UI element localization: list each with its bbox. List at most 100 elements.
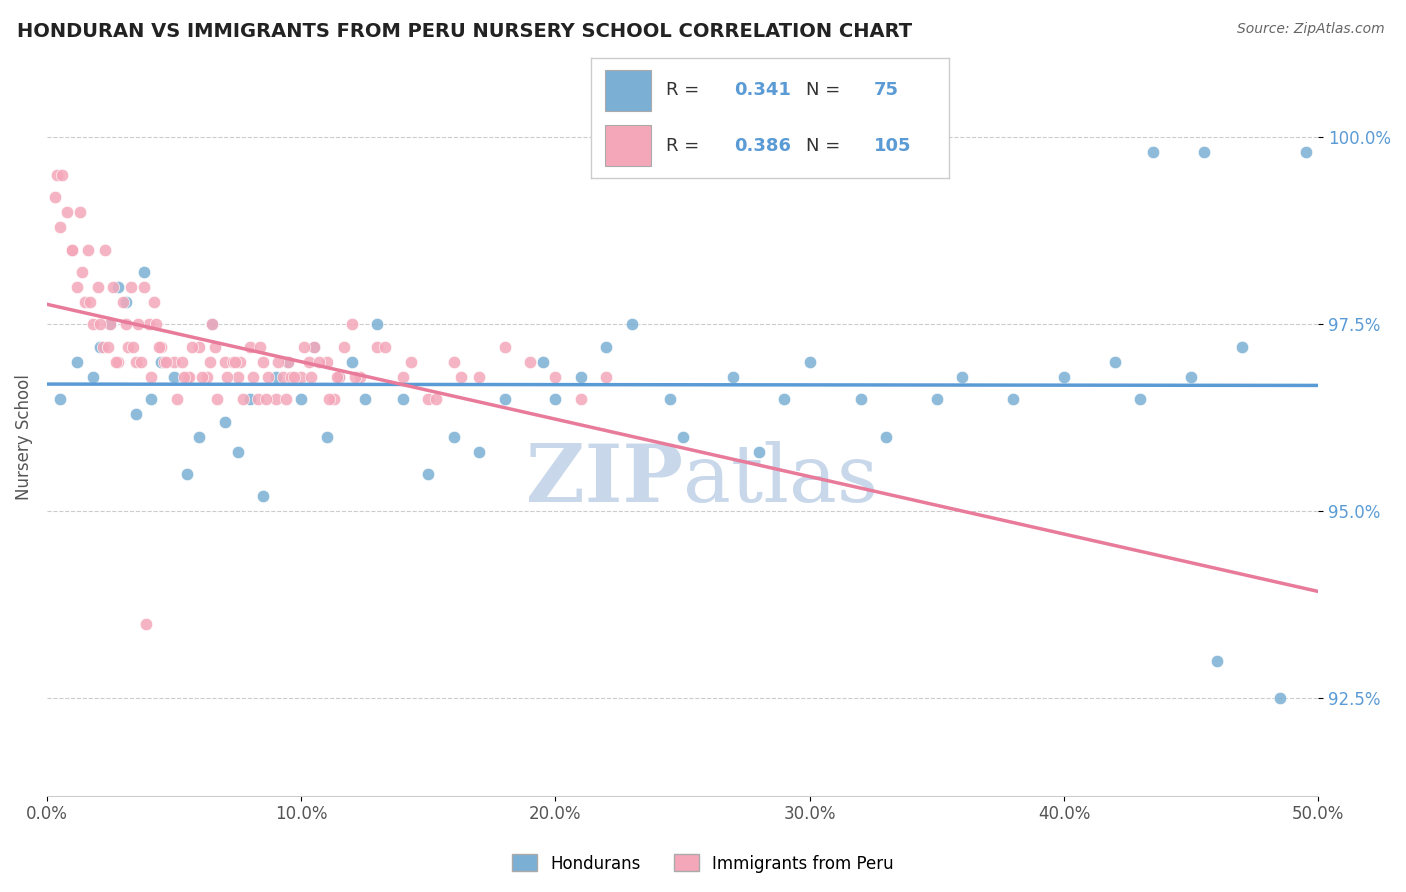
Point xyxy=(302,340,325,354)
Point xyxy=(66,355,89,369)
Point xyxy=(277,355,299,369)
Point xyxy=(252,355,274,369)
Point xyxy=(214,355,236,369)
Point xyxy=(145,318,167,332)
Point xyxy=(226,369,249,384)
Point xyxy=(100,318,122,332)
Point xyxy=(283,369,305,384)
Point xyxy=(290,392,312,407)
Point xyxy=(163,369,186,384)
Point xyxy=(107,280,129,294)
Point xyxy=(799,355,821,369)
Point xyxy=(318,392,340,407)
Point xyxy=(207,392,229,407)
Point xyxy=(112,294,135,309)
Point xyxy=(56,205,79,219)
Point xyxy=(142,294,165,309)
Point xyxy=(595,369,617,384)
Point xyxy=(195,369,218,384)
Text: Source: ZipAtlas.com: Source: ZipAtlas.com xyxy=(1237,22,1385,37)
Legend: Hondurans, Immigrants from Peru: Hondurans, Immigrants from Peru xyxy=(505,847,901,880)
Point xyxy=(773,392,796,407)
Point xyxy=(280,369,302,384)
Point xyxy=(170,355,193,369)
Point xyxy=(1180,369,1202,384)
Point xyxy=(425,392,447,407)
Point xyxy=(274,392,297,407)
Point xyxy=(173,369,195,384)
Point xyxy=(531,355,554,369)
Point xyxy=(72,265,94,279)
Point xyxy=(1053,369,1076,384)
Point xyxy=(328,369,350,384)
Point xyxy=(1104,355,1126,369)
Point xyxy=(69,205,91,219)
Point xyxy=(1205,654,1227,668)
Point xyxy=(273,369,295,384)
Point xyxy=(277,355,299,369)
FancyBboxPatch shape xyxy=(605,70,651,111)
Point xyxy=(468,444,491,458)
Point xyxy=(232,392,254,407)
Point xyxy=(91,340,114,354)
Point xyxy=(214,415,236,429)
Point xyxy=(349,369,371,384)
Point xyxy=(264,392,287,407)
Point xyxy=(418,392,440,407)
Point xyxy=(292,340,315,354)
Point xyxy=(150,355,173,369)
Point xyxy=(340,318,363,332)
Text: ZIP: ZIP xyxy=(526,441,682,518)
Point xyxy=(176,369,198,384)
Point xyxy=(73,294,96,309)
Point xyxy=(150,340,173,354)
Text: N =: N = xyxy=(806,81,845,100)
Point xyxy=(153,355,176,369)
Point xyxy=(328,369,350,384)
Point xyxy=(1192,145,1215,160)
Point xyxy=(353,392,375,407)
Point xyxy=(1295,145,1317,160)
Point xyxy=(569,392,592,407)
Point xyxy=(392,369,415,384)
Point xyxy=(191,369,214,384)
Point xyxy=(249,340,271,354)
Point xyxy=(229,355,252,369)
Point xyxy=(66,280,89,294)
Point xyxy=(139,392,162,407)
Point xyxy=(125,355,148,369)
Point xyxy=(82,369,104,384)
Point xyxy=(246,392,269,407)
Point xyxy=(100,318,122,332)
Point xyxy=(179,369,201,384)
Point xyxy=(494,392,516,407)
Point xyxy=(101,280,124,294)
Point xyxy=(107,355,129,369)
Text: HONDURAN VS IMMIGRANTS FROM PERU NURSERY SCHOOL CORRELATION CHART: HONDURAN VS IMMIGRANTS FROM PERU NURSERY… xyxy=(17,22,912,41)
Point xyxy=(139,369,162,384)
Point xyxy=(129,355,152,369)
Point xyxy=(399,355,422,369)
Point xyxy=(224,355,246,369)
Point xyxy=(450,369,472,384)
Point xyxy=(343,369,366,384)
Point xyxy=(443,355,465,369)
Point xyxy=(46,168,69,182)
Text: N =: N = xyxy=(806,136,845,155)
Point xyxy=(201,318,224,332)
Point xyxy=(239,392,262,407)
Point xyxy=(333,340,356,354)
Point xyxy=(180,340,202,354)
Point xyxy=(1142,145,1164,160)
FancyBboxPatch shape xyxy=(605,126,651,166)
Point xyxy=(519,355,541,369)
Point xyxy=(620,318,643,332)
Point xyxy=(323,392,346,407)
Point xyxy=(87,280,110,294)
Point xyxy=(254,392,277,407)
Point xyxy=(48,220,70,235)
Point xyxy=(163,355,186,369)
Point xyxy=(122,340,145,354)
Text: R =: R = xyxy=(666,136,704,155)
Point xyxy=(595,340,617,354)
